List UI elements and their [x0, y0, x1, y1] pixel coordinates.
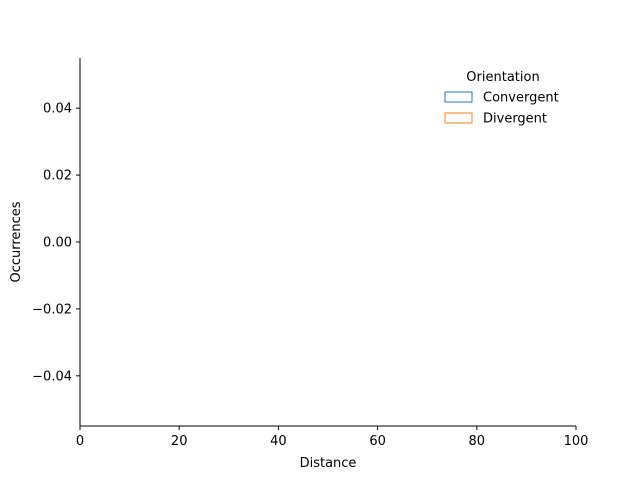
x-axis-label: Distance: [300, 456, 357, 471]
x-tick-label: 60: [369, 434, 386, 449]
legend-label-convergent: Convergent: [483, 91, 559, 106]
y-tick-label: −0.02: [32, 302, 72, 317]
y-axis-label: Occurrences: [9, 201, 24, 282]
x-axis-ticks: 0 20 40 60 80 100: [76, 426, 589, 449]
legend-swatch-divergent: [444, 112, 473, 124]
y-tick-label: 0.00: [43, 236, 72, 251]
x-tick-label: 100: [564, 434, 589, 449]
legend-swatch-convergent: [444, 91, 473, 103]
y-tick-label: 0.02: [43, 169, 72, 184]
legend: Orientation Convergent Divergent: [444, 70, 559, 127]
y-axis-ticks: −0.04 −0.02 0.00 0.02 0.04: [32, 102, 80, 384]
legend-label-divergent: Divergent: [483, 112, 547, 127]
y-tick-label: −0.04: [32, 369, 72, 384]
x-tick-label: 40: [270, 434, 287, 449]
x-tick-label: 20: [171, 434, 188, 449]
x-tick-label: 80: [469, 434, 486, 449]
legend-title: Orientation: [466, 70, 539, 85]
y-tick-label: 0.04: [43, 102, 72, 117]
x-tick-label: 0: [76, 434, 84, 449]
